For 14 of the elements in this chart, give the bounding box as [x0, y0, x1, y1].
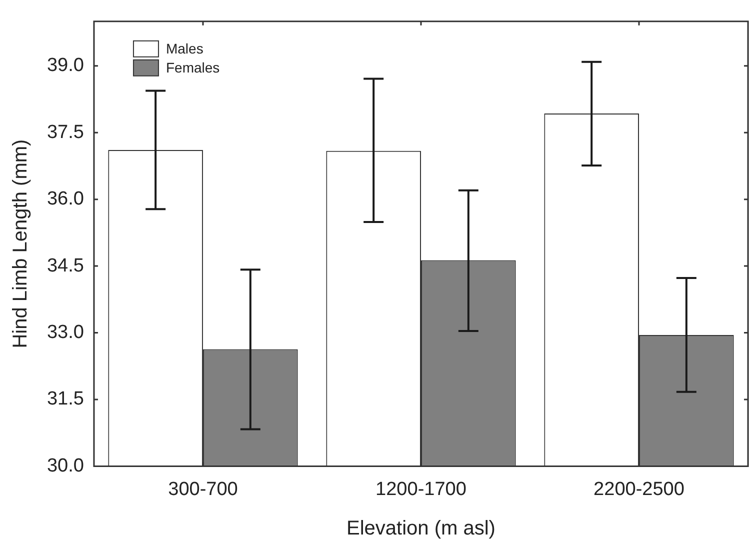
legend-label: Males	[166, 40, 204, 56]
x-tick-label: 1200-1700	[376, 478, 466, 500]
legend-label: Females	[166, 59, 220, 76]
y-tick-label: 31.5	[46, 388, 84, 410]
x-tick-label: 300-700	[168, 478, 238, 500]
x-tick-label: 2200-2500	[594, 478, 684, 500]
y-tick-label: 30.0	[46, 455, 84, 476]
y-tick-label: 39.0	[46, 55, 84, 76]
y-axis-title: Hind Limb Length (mm)	[10, 139, 32, 348]
y-tick-label: 33.0	[46, 322, 84, 343]
y-tick-label: 34.5	[46, 255, 84, 276]
y-tick-label: 36.0	[46, 188, 84, 210]
y-tick-label: 37.5	[46, 122, 84, 143]
x-axis-title: Elevation (m asl)	[346, 518, 496, 540]
